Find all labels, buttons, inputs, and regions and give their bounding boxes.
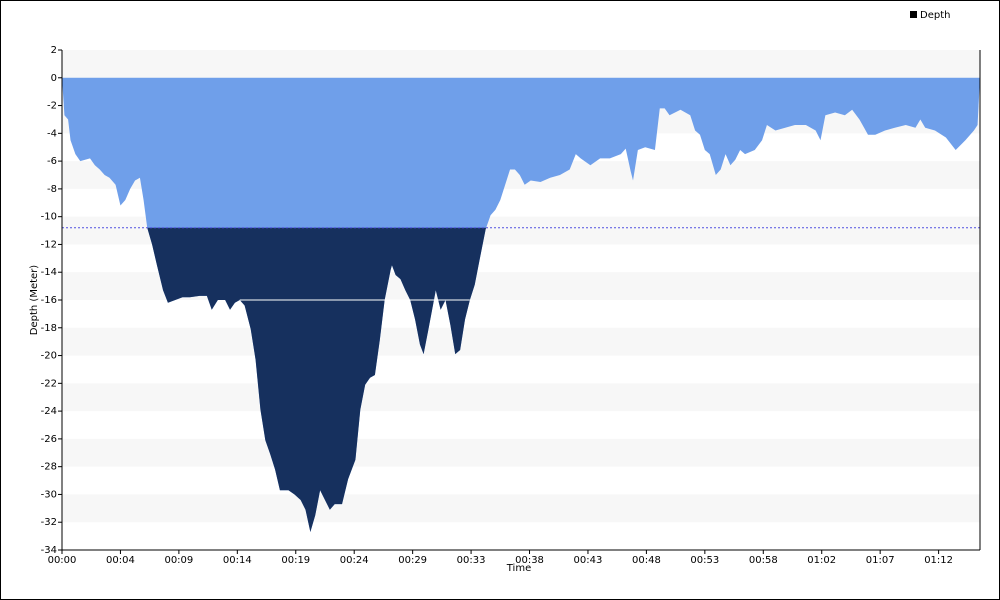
- y-tick-label: -2: [47, 101, 57, 112]
- grid-band: [62, 494, 980, 523]
- grid-band: [62, 438, 980, 467]
- legend-label: Depth: [920, 10, 950, 21]
- y-tick-label: -8: [47, 184, 57, 195]
- y-tick-label: 0: [51, 73, 57, 84]
- y-tick-label: -6: [47, 156, 57, 167]
- x-tick-label: 00:33: [457, 555, 486, 566]
- x-tick-label: 00:19: [281, 555, 310, 566]
- y-tick-label: -4: [47, 128, 57, 139]
- x-tick-label: 01:07: [866, 555, 895, 566]
- y-tick-label: -24: [41, 406, 57, 417]
- legend-swatch: [910, 11, 917, 18]
- y-tick-label: -22: [41, 378, 57, 389]
- x-tick-label: 01:02: [807, 555, 836, 566]
- y-tick-label: -16: [41, 295, 57, 306]
- x-tick-label: 00:53: [690, 555, 719, 566]
- y-tick-label: -12: [41, 239, 57, 250]
- grid-band: [62, 327, 980, 356]
- y-tick-label: -14: [41, 267, 57, 278]
- grid-band: [62, 383, 980, 412]
- y-tick-label: -30: [41, 489, 57, 500]
- y-tick-label: -20: [41, 351, 57, 362]
- x-tick-label: 00:24: [340, 555, 369, 566]
- y-tick-label: 2: [51, 45, 57, 56]
- x-tick-label: 00:04: [106, 555, 135, 566]
- depth-area-below-threshold: [147, 227, 487, 532]
- x-tick-label: 00:58: [749, 555, 778, 566]
- y-tick-label: -34: [41, 545, 57, 556]
- x-tick-label: 00:48: [632, 555, 661, 566]
- x-tick-label: 00:09: [164, 555, 193, 566]
- y-tick-label: -18: [41, 323, 57, 334]
- x-tick-label: 00:00: [48, 555, 77, 566]
- y-tick-label: -10: [41, 212, 57, 223]
- y-tick-label: -28: [41, 462, 57, 473]
- x-tick-label: 00:29: [398, 555, 427, 566]
- y-tick-label: -32: [41, 517, 57, 528]
- y-tick-label: -26: [41, 434, 57, 445]
- y-axis-label: Depth (Meter): [29, 265, 40, 336]
- x-tick-label: 00:43: [574, 555, 603, 566]
- x-tick-label: 00:38: [515, 555, 544, 566]
- plot: [62, 77, 980, 532]
- x-tick-label: 01:12: [924, 555, 953, 566]
- grid-band: [62, 50, 980, 78]
- x-tick-label: 00:14: [223, 555, 252, 566]
- x-axis-label: Time: [506, 563, 531, 574]
